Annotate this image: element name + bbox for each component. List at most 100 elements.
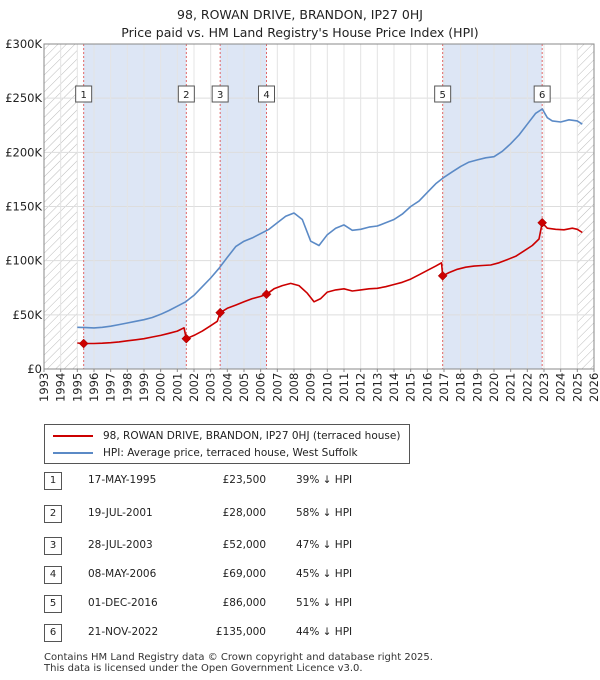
sale-number-label: 1 (80, 90, 86, 101)
sale-number-label: 4 (263, 90, 269, 101)
sale-price: £28,000 (222, 507, 266, 519)
x-tick-label: 1995 (70, 373, 84, 402)
x-tick-label: 2011 (337, 373, 351, 402)
sale-number-badge: 5 (44, 595, 62, 613)
x-tick-label: 2019 (470, 373, 484, 402)
sale-number-box (75, 85, 93, 103)
x-tick-label: 2018 (454, 373, 468, 402)
y-tick-label: £100K (5, 254, 42, 268)
sale-point (215, 307, 226, 318)
x-tick-label: 1998 (120, 373, 134, 402)
sale-number-badge: 6 (44, 624, 62, 642)
chart-subtitle: Price paid vs. HM Land Registry's House … (121, 25, 479, 40)
x-tick-label: 2007 (270, 373, 284, 402)
sale-number-badge: 4 (44, 566, 62, 584)
x-tick-label: 2023 (537, 373, 551, 402)
x-tick-label: 1997 (104, 373, 118, 402)
x-tick-label: 2005 (237, 373, 251, 402)
y-tick-label: £0 (27, 362, 42, 376)
sale-date: 28-JUL-2003 (88, 539, 153, 551)
sale-date: 21-NOV-2022 (88, 626, 159, 638)
x-tick-label: 2003 (204, 373, 218, 402)
sale-date: 17-MAY-1995 (88, 474, 157, 486)
x-tick-label: 2009 (304, 373, 318, 402)
legend-item-hpi: HPI: Average price, terraced house, West… (53, 445, 358, 461)
y-tick-label: £200K (5, 145, 42, 159)
legend-hpi-label: HPI: Average price, terraced house, West… (103, 447, 358, 459)
sale-hpi-diff: 47% ↓ HPI (296, 539, 353, 551)
x-tick-label: 2002 (187, 373, 201, 402)
x-tick-label: 2015 (404, 373, 418, 402)
sale-date: 08-MAY-2006 (88, 568, 157, 580)
x-tick-label: 2008 (287, 373, 301, 402)
footer: Contains HM Land Registry data © Crown c… (44, 652, 433, 674)
legend-hpi-swatch (53, 452, 93, 454)
x-tick-label: 2000 (154, 373, 168, 402)
legend-price-swatch (53, 435, 93, 437)
y-tick-label: £50K (13, 308, 43, 322)
price-chart: 1 2 3 4 5 6 £0 £50K £100K £150K £200K £250K £300K 19… (5, 37, 600, 402)
x-tick-label: 1993 (37, 373, 51, 402)
legend-price-label: 98, ROWAN DRIVE, BRANDON, IP27 0HJ (terr… (103, 430, 401, 442)
sale-date: 19-JUL-2001 (88, 507, 153, 519)
sale-number-label: 3 (217, 90, 223, 101)
x-tick-label: 1994 (54, 373, 68, 402)
x-tick-label: 2020 (487, 373, 501, 402)
sale-price: £135,000 (215, 626, 266, 638)
legend-item-price: 98, ROWAN DRIVE, BRANDON, IP27 0HJ (terr… (53, 428, 400, 444)
footer-copyright: Contains HM Land Registry data © Crown c… (44, 652, 433, 663)
sale-point (261, 289, 272, 300)
plot-frame (43, 43, 595, 370)
sale-row: 2 19-JUL-2001 £28,000 58% ↓ HPI (44, 505, 384, 523)
sale-number-box (211, 85, 229, 103)
sale-number-box (177, 85, 195, 103)
sale-hpi-diff: 58% ↓ HPI (296, 507, 353, 519)
sale-price: £69,000 (222, 568, 266, 580)
x-tick-label: 2012 (354, 373, 368, 402)
sale-row: 3 28-JUL-2003 £52,000 47% ↓ HPI (44, 537, 384, 555)
sale-hpi-diff: 44% ↓ HPI (296, 626, 353, 638)
sale-number-badge: 2 (44, 505, 62, 523)
sale-point (537, 217, 548, 228)
x-tick-label: 2021 (504, 373, 518, 402)
sale-number-label: 5 (439, 90, 445, 101)
y-tick-label: £150K (5, 200, 42, 214)
x-tick-label: 2016 (420, 373, 434, 402)
legend: 98, ROWAN DRIVE, BRANDON, IP27 0HJ (terr… (44, 424, 410, 464)
x-tick-label: 1999 (137, 373, 151, 402)
sale-number-box (533, 85, 551, 103)
x-tick-label: 2024 (554, 373, 568, 402)
sale-hpi-diff: 51% ↓ HPI (296, 597, 353, 609)
sale-number-label: 6 (539, 90, 545, 101)
chart-title: 98, ROWAN DRIVE, BRANDON, IP27 0HJ (177, 7, 423, 22)
sale-point (437, 270, 448, 281)
sale-number-label: 2 (183, 90, 189, 101)
sale-price: £52,000 (222, 539, 266, 551)
footer-licence: This data is licensed under the Open Gov… (44, 663, 363, 674)
sale-row: 4 08-MAY-2006 £69,000 45% ↓ HPI (44, 566, 384, 584)
sale-number-box (258, 85, 275, 103)
sale-number-badge: 1 (44, 472, 62, 490)
sale-date: 01-DEC-2016 (88, 597, 158, 609)
sale-number-box (434, 85, 452, 103)
sale-row: 5 01-DEC-2016 £86,000 51% ↓ HPI (44, 595, 384, 613)
sale-number-badge: 3 (44, 537, 62, 555)
sale-price: £86,000 (222, 597, 266, 609)
x-tick-label: 2014 (387, 373, 401, 402)
x-tick-label: 2013 (370, 373, 384, 402)
sale-point (78, 338, 89, 349)
sale-row: 1 17-MAY-1995 £23,500 39% ↓ HPI (44, 472, 384, 490)
hpi-series-line (77, 108, 583, 329)
x-tick-label: 2006 (254, 373, 268, 402)
price-series-line (77, 222, 583, 345)
y-tick-label: £300K (5, 37, 42, 51)
x-tick-label: 2001 (170, 373, 184, 402)
x-tick-label: 2017 (437, 373, 451, 402)
sale-point (181, 333, 192, 344)
sale-hpi-diff: 45% ↓ HPI (296, 568, 353, 580)
sale-price: £23,500 (222, 474, 266, 486)
y-tick-label: £250K (5, 91, 42, 105)
x-tick-label: 2025 (570, 373, 584, 402)
x-tick-label: 2004 (220, 373, 234, 402)
x-tick-label: 2010 (320, 373, 334, 402)
